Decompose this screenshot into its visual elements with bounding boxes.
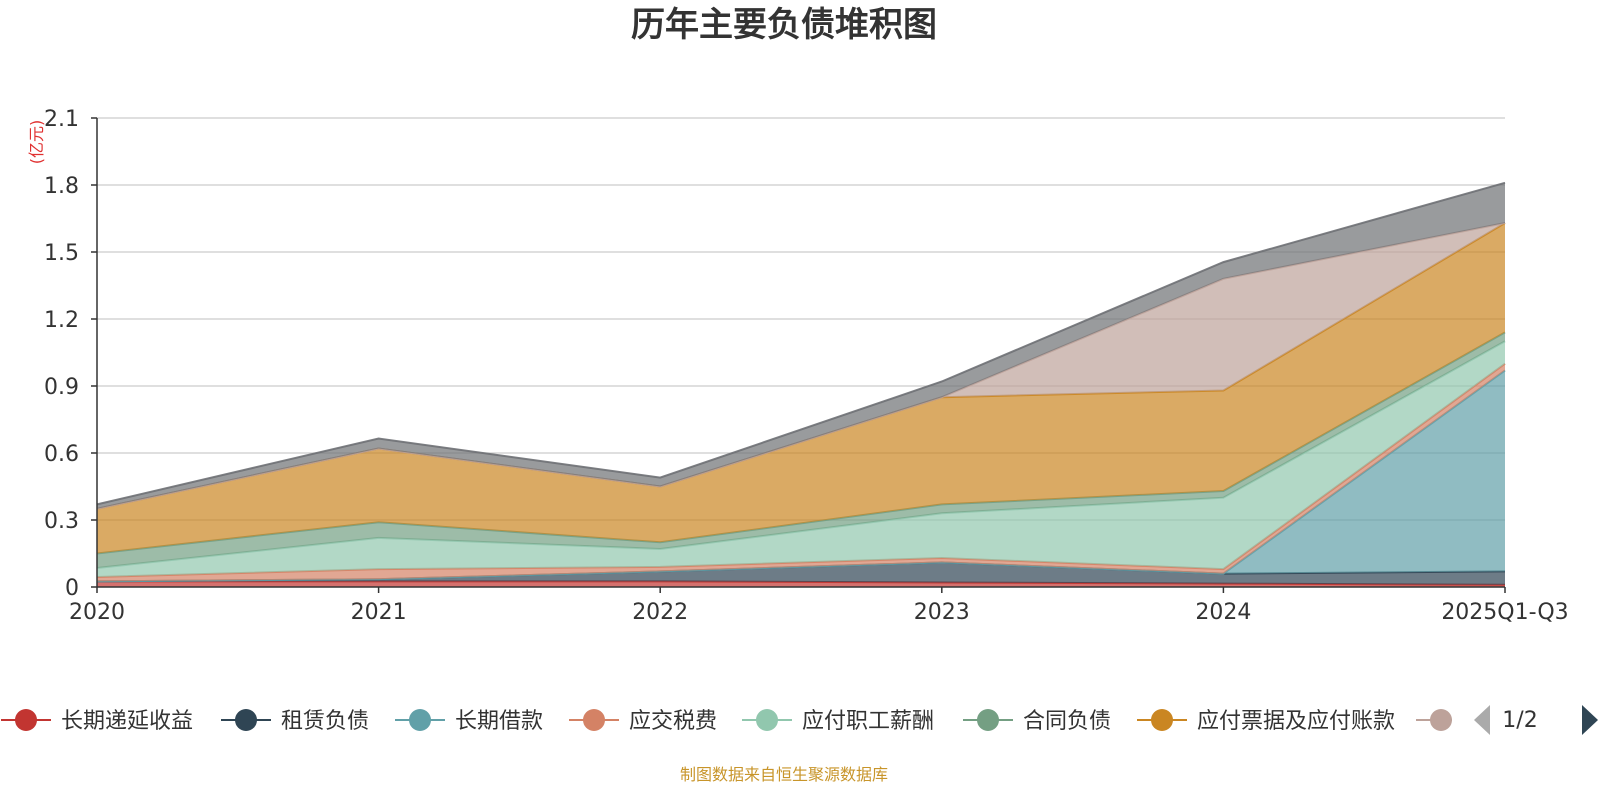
legend-item[interactable]: 长期递延收益 bbox=[1, 709, 193, 734]
x-tick-label: 2025Q1-Q3 bbox=[1441, 600, 1568, 625]
x-tick-label: 2024 bbox=[1195, 600, 1251, 625]
legend-item[interactable]: 长期借款 bbox=[395, 709, 543, 734]
legend[interactable]: 长期递延收益 租赁负债 长期借款 应交税费 应付职工薪酬 合同负债 应付票据及应付账款 bbox=[1, 709, 1466, 734]
legend-page-indicator: 1/2 bbox=[1502, 708, 1537, 733]
area-line-9 bbox=[96, 181, 1506, 506]
x-tick-label: 2021 bbox=[351, 600, 407, 625]
y-tick-label: 1.8 bbox=[44, 174, 79, 199]
legend-dot-icon bbox=[235, 709, 257, 731]
legend-dot-icon bbox=[15, 709, 37, 731]
area-6[interactable] bbox=[97, 332, 1505, 568]
legend-item[interactable] bbox=[1416, 709, 1466, 731]
legend-label: 应交税费 bbox=[629, 709, 717, 734]
x-axis-tick-labels: 2020 2021 2022 2023 2024 2025Q1-Q3 bbox=[69, 600, 1569, 625]
x-tick-label: 2020 bbox=[69, 600, 125, 625]
legend-label: 租赁负债 bbox=[281, 709, 369, 734]
x-tick-label: 2022 bbox=[632, 600, 688, 625]
y-tick-label: 0.6 bbox=[44, 442, 79, 467]
legend-item[interactable]: 租赁负债 bbox=[221, 709, 369, 734]
area-2[interactable] bbox=[97, 562, 1505, 585]
x-tick-label: 2023 bbox=[914, 600, 970, 625]
y-tick-label: 1.2 bbox=[44, 308, 79, 333]
y-tick-label: 2.1 bbox=[44, 107, 79, 132]
area-7[interactable] bbox=[97, 223, 1505, 554]
legend-label: 长期递延收益 bbox=[61, 709, 193, 734]
source-note: 制图数据来自恒生聚源数据库 bbox=[680, 765, 888, 784]
area-series[interactable] bbox=[96, 181, 1506, 587]
y-axis-tick-labels: 0 0.3 0.6 0.9 1.2 1.5 1.8 2.1 bbox=[44, 107, 79, 601]
legend-label: 应付票据及应付账款 bbox=[1197, 709, 1395, 734]
legend-label: 合同负债 bbox=[1023, 709, 1111, 734]
legend-dot-icon bbox=[583, 709, 605, 731]
y-tick-label: 0.3 bbox=[44, 509, 79, 534]
area-3[interactable] bbox=[97, 370, 1505, 582]
y-tick-label: 1.5 bbox=[44, 241, 79, 266]
legend-item[interactable]: 应付票据及应付账款 bbox=[1137, 709, 1395, 734]
legend-next-page-icon[interactable] bbox=[1582, 705, 1598, 735]
legend-item[interactable]: 应付职工薪酬 bbox=[742, 709, 934, 734]
legend-item[interactable]: 合同负债 bbox=[963, 709, 1111, 734]
legend-pager[interactable]: 1/2 bbox=[1474, 705, 1598, 735]
legend-label: 长期借款 bbox=[455, 709, 543, 734]
y-tick-label: 0.9 bbox=[44, 375, 79, 400]
legend-dot-icon bbox=[977, 709, 999, 731]
y-tick-label: 0 bbox=[65, 576, 79, 601]
area-1[interactable] bbox=[97, 581, 1505, 587]
legend-item[interactable]: 应交税费 bbox=[569, 709, 717, 734]
legend-label: 应付职工薪酬 bbox=[802, 709, 934, 734]
area-5[interactable] bbox=[97, 341, 1505, 577]
area-9[interactable] bbox=[97, 182, 1505, 509]
legend-dot-icon bbox=[756, 709, 778, 731]
legend-dot-icon bbox=[1151, 709, 1173, 731]
legend-dot-icon bbox=[409, 709, 431, 731]
axes bbox=[91, 117, 1506, 593]
legend-dot-icon bbox=[1430, 709, 1452, 731]
legend-prev-page-icon[interactable] bbox=[1474, 705, 1490, 735]
chart-title: 历年主要负债堆积图 bbox=[631, 5, 937, 45]
y-axis-unit-label: (亿元) bbox=[27, 120, 46, 165]
